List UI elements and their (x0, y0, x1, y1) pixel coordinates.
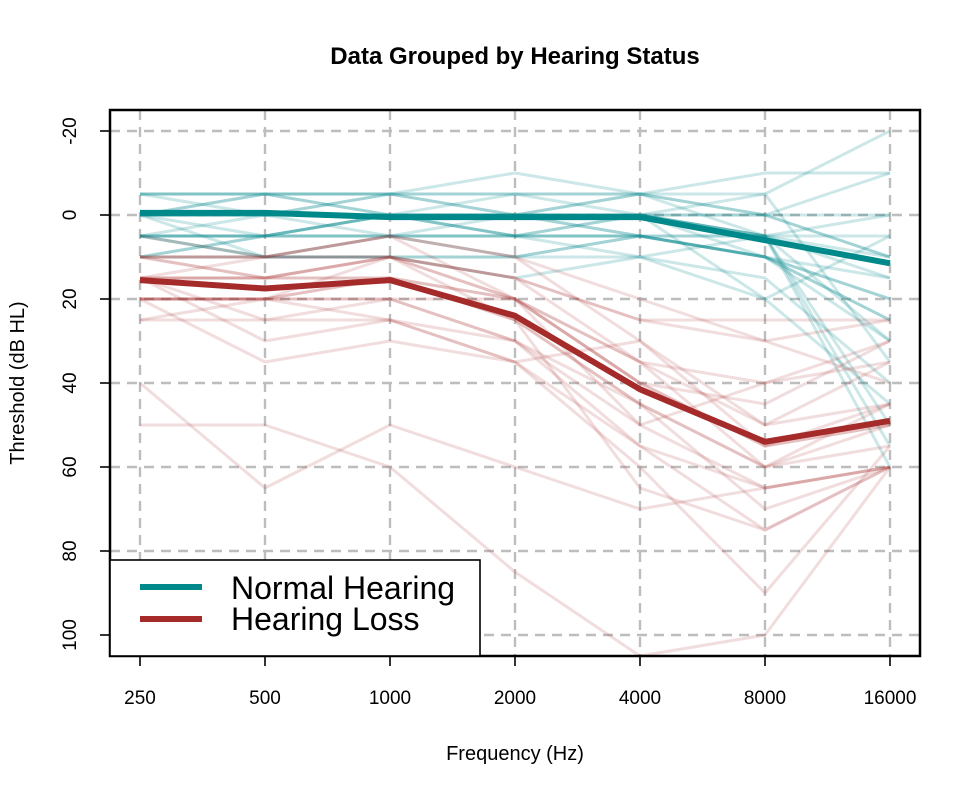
hearing-loss-line-11 (139, 276, 891, 469)
grid (110, 110, 920, 656)
hearing-loss-line-4 (140, 297, 891, 490)
normal-hearing-line-19 (139, 192, 892, 447)
normal-hearing-line-13 (140, 234, 891, 322)
x-tick-label-500: 500 (249, 688, 281, 709)
y-tick-label-60: 60 (60, 456, 81, 477)
x-tick-label-4000: 4000 (619, 688, 661, 709)
hearing-loss-line-12 (140, 234, 891, 448)
y-tick-label-100: 100 (60, 619, 81, 651)
hearing-loss-line-18 (140, 297, 891, 532)
x-tick-label-8000: 8000 (744, 688, 786, 709)
x-axis: 250 500 1000 2000 4000 8000 16000 (124, 656, 916, 709)
x-axis-label: Frequency (Hz) (446, 743, 584, 765)
normal-hearing-line-4 (139, 192, 891, 259)
hearing-loss-line-10 (139, 381, 891, 511)
y-axis-label: Threshold (dB HL) (7, 301, 29, 464)
hearing-loss-line-17 (140, 255, 891, 469)
y-tick-label--20: -20 (60, 117, 81, 144)
hearing-loss-line-9 (140, 423, 892, 658)
hearing-loss-line-5 (139, 276, 891, 490)
hearing-loss-line-21 (139, 255, 891, 448)
hearing-loss-line-8 (139, 297, 892, 595)
hearing-loss-line-16 (140, 255, 890, 322)
normal-hearing-line-11 (139, 234, 892, 468)
legend-box (109, 559, 481, 657)
y-tick-label-0: 0 (60, 210, 81, 221)
normal-hearing-line-24 (139, 234, 892, 426)
mean-line-normal-hearing (140, 209, 891, 267)
hearing-loss-line-1 (140, 276, 891, 448)
hearing-loss-line-13 (140, 276, 891, 511)
normal-hearing-line-5 (140, 234, 891, 301)
legend: Normal Hearing Hearing Loss (109, 559, 481, 657)
y-tick-label-40: 40 (60, 372, 81, 393)
normal-hearing-line-8 (139, 213, 890, 259)
hearing-loss-line-2 (140, 276, 891, 469)
x-tick-label-2000: 2000 (494, 688, 536, 709)
hearing-loss-line-19 (139, 234, 891, 385)
normal-hearing-line-3 (140, 213, 891, 322)
hearing-loss-individual-lines (139, 234, 892, 658)
hearing-loss-line-20 (140, 255, 891, 532)
hearing-loss-line-15 (139, 297, 891, 427)
y-axis: -20 0 20 40 60 80 100 (60, 117, 110, 651)
group-mean-lines (139, 209, 891, 445)
hearing-loss-line-6 (140, 255, 891, 343)
x-tick-label-1000: 1000 (369, 688, 411, 709)
mean-line-hearing-loss (139, 277, 891, 445)
y-tick-label-20: 20 (60, 288, 81, 309)
chart-title: Data Grouped by Hearing Status (330, 43, 699, 70)
x-tick-label-16000: 16000 (864, 688, 917, 709)
hearing-loss-line-7 (139, 255, 891, 406)
normal-hearing-line-2 (140, 129, 891, 196)
legend-label-hearing-loss: Hearing Loss (231, 601, 420, 637)
hearing-loss-line-3 (140, 255, 891, 427)
legend-label-normal-hearing: Normal Hearing (231, 570, 455, 606)
x-tick-label-250: 250 (124, 688, 156, 709)
normal-hearing-line-20 (139, 234, 891, 385)
hearing-loss-line-14 (139, 234, 891, 427)
hearing-loss-line-22 (140, 297, 891, 385)
y-tick-label-80: 80 (60, 540, 81, 561)
